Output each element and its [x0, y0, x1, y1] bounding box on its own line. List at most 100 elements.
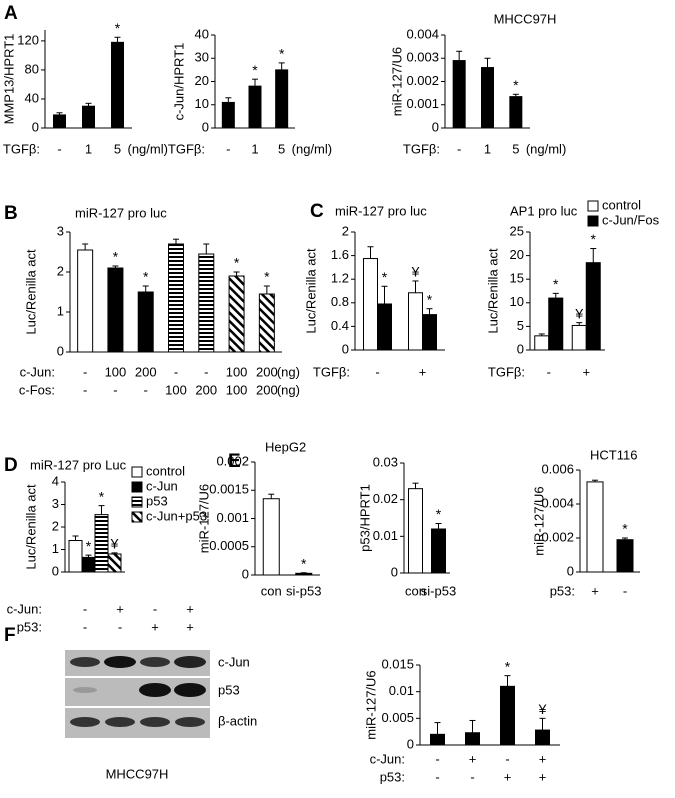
significance-mark: *	[264, 269, 270, 285]
bar	[430, 733, 445, 746]
blot-lane-label: -	[83, 619, 87, 634]
bar	[221, 101, 235, 129]
y-axis-label: miR-127/U6	[531, 486, 546, 555]
bar	[94, 514, 109, 573]
bar	[377, 303, 392, 351]
y-tick-label: 0	[342, 341, 349, 356]
bar	[228, 275, 245, 353]
band	[140, 657, 170, 667]
chart-title: MHCC97H	[494, 11, 557, 26]
y-tick-label: 0.4	[331, 318, 349, 333]
y-axis-label: Luc/Renilla act	[23, 249, 38, 335]
x-tick-label: -	[83, 364, 87, 379]
significance-mark: ¥	[110, 536, 119, 552]
y-tick-label: 30	[195, 50, 209, 65]
bar	[248, 85, 262, 129]
y-tick-label: 80	[25, 61, 39, 76]
x-tick-label: -	[144, 382, 148, 397]
y-tick-label: 0.002	[406, 73, 439, 88]
y-tick-label: 0.001	[216, 510, 249, 525]
panel-label: D	[4, 455, 18, 476]
significance-mark: *	[591, 231, 597, 247]
chart-title: HCT116	[590, 447, 637, 462]
band	[175, 717, 205, 727]
significance-mark: *	[279, 46, 285, 62]
y-tick-label: 4	[52, 473, 59, 488]
x-tick-label: -	[470, 769, 474, 784]
bar	[198, 253, 215, 353]
y-tick-label: 25	[510, 223, 524, 238]
y-tick-label: 0	[432, 119, 439, 134]
y-tick-label: 0	[391, 564, 398, 579]
bar	[481, 67, 494, 129]
y-tick-label: 3	[57, 223, 64, 238]
y-axis-label: Luc/Renilla act	[303, 248, 318, 334]
bar	[107, 553, 122, 573]
x-tick-label: 200	[195, 382, 217, 397]
significance-mark: *	[622, 521, 628, 537]
band	[70, 717, 100, 727]
y-tick-label: 0.02	[373, 491, 398, 506]
bar	[111, 41, 124, 129]
legend-swatch	[131, 511, 143, 523]
bar	[168, 243, 184, 353]
y-axis-label: Luc/Renilla act	[485, 248, 500, 334]
blot-lane-label: +	[186, 601, 194, 616]
legend-label: control	[146, 463, 185, 478]
band-label: β-actin	[218, 713, 257, 728]
bar	[81, 556, 96, 573]
x-tick-label: 200	[256, 382, 278, 397]
blot-lane-label: -	[118, 619, 122, 634]
significance-mark: ¥	[411, 264, 420, 280]
y-tick-label: 3	[52, 496, 59, 511]
x-tick-label: +	[539, 751, 547, 766]
x-tick-label: -	[113, 382, 117, 397]
band	[105, 717, 135, 727]
x-tick-label: -	[57, 141, 61, 156]
x-tick-label: -	[505, 751, 509, 766]
x-tick-label: 1	[85, 141, 92, 156]
y-tick-label: 10	[510, 294, 524, 309]
x-tick-label: 1	[251, 141, 258, 156]
y-tick-label: 5	[517, 318, 524, 333]
panel-label: E	[228, 451, 241, 472]
bar	[535, 729, 550, 746]
legend-label: c-Jun	[146, 478, 178, 493]
bar	[262, 498, 280, 576]
x-row-label: TGFβ:	[488, 364, 525, 379]
legend-swatch	[587, 215, 599, 227]
bar	[548, 297, 564, 351]
y-tick-label: 2	[52, 518, 59, 533]
x-tick-label: +	[504, 769, 512, 784]
y-tick-label: 10	[195, 96, 209, 111]
x-row-label: c-Jun:	[20, 364, 55, 379]
band	[140, 717, 170, 727]
legend-swatch	[131, 481, 143, 493]
bar	[500, 685, 515, 746]
significance-mark: *	[505, 658, 511, 674]
y-tick-label: 1.6	[331, 247, 349, 262]
x-tick-label: -	[204, 364, 208, 379]
x-tick-label: 100	[226, 382, 248, 397]
x-tick-label: con	[261, 583, 282, 598]
y-tick-label: 0.002	[541, 529, 574, 544]
bar	[77, 249, 94, 353]
legend-label: c-Jun+p53	[146, 508, 207, 523]
y-tick-label: 120	[17, 32, 39, 47]
x-row-label: c-Fos:	[19, 382, 55, 397]
x-tick-label: -	[623, 583, 627, 598]
y-tick-label: 0.004	[406, 26, 439, 41]
bar	[408, 488, 423, 574]
x-unit: (ng/ml)	[526, 141, 566, 156]
y-tick-label: 0.0005	[209, 538, 249, 553]
bar	[68, 540, 83, 573]
x-tick-label: si-p53	[286, 583, 321, 598]
bar	[258, 293, 275, 353]
y-tick-label: 0	[202, 119, 209, 134]
y-tick-label: 0	[32, 119, 39, 134]
y-tick-label: 0	[567, 563, 574, 578]
blot-lane-label: +	[186, 619, 194, 634]
x-tick-label: 5	[114, 141, 121, 156]
y-axis-label: p53/HPRT1	[357, 484, 372, 552]
